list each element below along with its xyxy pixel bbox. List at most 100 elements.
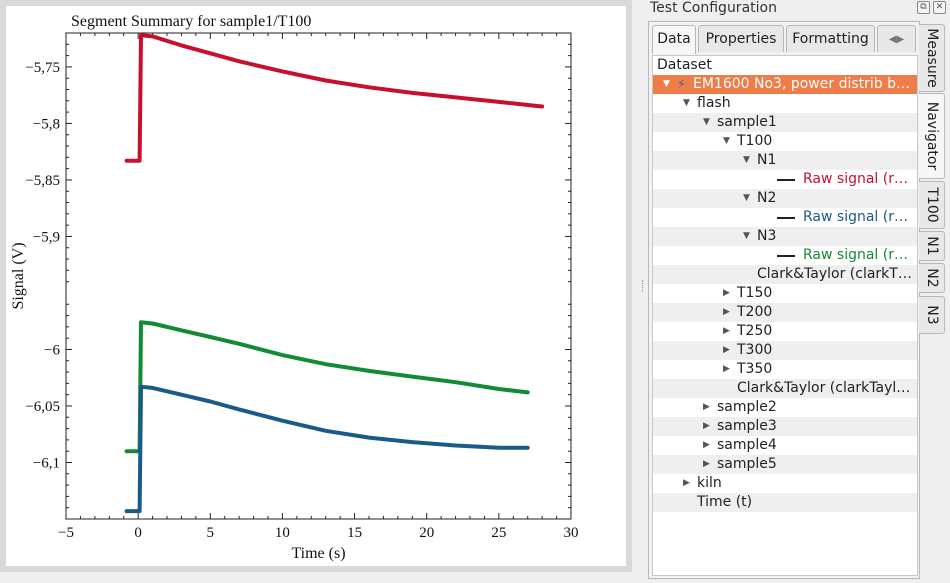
side-tab-label: N1 [923,236,940,256]
tab-scroll-right-icon[interactable]: ▶ [896,34,905,45]
side-tab-t100[interactable]: T100 [919,181,945,229]
tree-row[interactable]: Clark&Taylor (clarkTayl… [653,379,917,398]
tree-row[interactable]: Raw signal (r… [653,208,917,227]
expanded-arrow-icon[interactable]: ▼ [723,136,730,146]
collapsed-arrow-icon[interactable]: ▶ [723,345,730,355]
tree-row-label: flash [697,95,731,111]
tree-row[interactable]: ▼ sample1 [653,113,917,132]
tree-row-label: sample4 [717,437,777,453]
collapsed-arrow-icon[interactable]: ▶ [723,364,730,374]
tree-row-label: N2 [757,190,777,206]
tree-row-label: T250 [737,323,773,339]
y-tick-label: −6 [44,342,60,358]
tab-scroll-left-icon[interactable]: ◀ [888,34,897,45]
tree-row[interactable]: ▶ sample4 [653,436,917,455]
data-panel: Data Properties Formatting ◀▶ Dataset ▼ ⚡ E… [648,21,920,579]
x-axis-label: Time (s) [291,545,345,562]
collapsed-arrow-icon[interactable]: ▶ [703,440,710,450]
side-tab-measure[interactable]: Measure [919,24,945,92]
dataset-tree[interactable]: Dataset ▼ ⚡ EM1600 No3, power distrib b… ▼ fl… [652,55,918,576]
tree-row-label: sample5 [717,456,777,472]
expanded-arrow-icon[interactable]: ▼ [743,231,750,241]
tree-row-label: N1 [757,152,777,168]
side-tab-n2[interactable]: N2 [919,263,945,293]
tree-row-label: T350 [737,361,773,377]
tab-formatting[interactable]: Formatting [786,25,875,52]
tree-row[interactable]: Raw signal (r… [653,246,917,265]
y-tick-label: −6,05 [25,399,60,415]
tree-row[interactable]: ▶ kiln [653,474,917,493]
tree-row[interactable]: Time (t) [653,493,917,512]
expanded-arrow-icon[interactable]: ▼ [743,193,750,203]
tree-row[interactable]: ▶ T350 [653,360,917,379]
tree-row[interactable]: ▶ sample5 [653,455,917,474]
tree-row[interactable]: ▼ N2 [653,189,917,208]
tree-row[interactable]: ▶ sample3 [653,417,917,436]
tree-row-label: T300 [737,342,773,358]
tree-row[interactable]: ▶ T300 [653,341,917,360]
plot-frame: −5 0 5 10 15 20 25 30 −5,75 −5,8 −5,85 −5,9 −6 −6,05 −… [0,0,632,572]
side-tab-label: N3 [923,305,940,325]
tree-row-label: sample2 [717,399,777,415]
dock-title: Test Configuration [650,0,777,16]
tree-row-label: Raw signal (r… [803,209,908,225]
tree-row[interactable]: ▼ N1 [653,151,917,170]
tree-row[interactable]: ▼ flash [653,94,917,113]
tree-header: Dataset [653,56,917,75]
float-dock-button[interactable]: ⧉ [917,1,930,14]
tree-row[interactable]: ▶ T250 [653,322,917,341]
x-tick-label: 0 [134,525,142,541]
tree-row[interactable]: ▼ ⚡ EM1600 No3, power distrib b… [653,75,917,94]
tree-row-label: T150 [737,285,773,301]
splitter-handle-icon[interactable] [642,280,646,292]
tree-row-label: Dataset [657,57,712,73]
y-tick-label: −5,9 [33,229,60,245]
collapsed-arrow-icon[interactable]: ▶ [723,326,730,336]
tree-row-label: Raw signal (r… [803,171,908,187]
x-tick-label: 10 [275,525,290,541]
y-axis-label: Signal (V) [10,242,27,309]
tree-row-label: sample1 [717,114,777,130]
y-tick-label: −5,85 [25,173,60,189]
tree-row[interactable]: ▼ T100 [653,132,917,151]
tree-row[interactable]: ▶ T150 [653,284,917,303]
collapsed-arrow-icon[interactable]: ▶ [703,459,710,469]
series-line-3 [124,384,530,514]
tree-row[interactable]: ▶ T200 [653,303,917,322]
collapsed-arrow-icon[interactable]: ▶ [703,421,710,431]
close-dock-button[interactable]: ✕ [933,1,946,14]
tab-scroll-arrows[interactable]: ◀▶ [877,25,916,52]
tree-row[interactable]: Raw signal (r… [653,170,917,189]
expanded-arrow-icon[interactable]: ▼ [703,117,710,127]
tree-row-label: EM1600 No3, power distrib b… [693,76,910,92]
tree-row-label: Raw signal (r… [803,247,908,263]
side-tab-label: Navigator [923,101,940,171]
side-tab-label: Measure [923,28,940,88]
series-line-2 [124,320,530,454]
x-tick-label: 15 [347,525,362,541]
expanded-arrow-icon[interactable]: ▼ [663,79,670,89]
tree-row-label: Clark&Taylor (clarkTayl… [737,380,911,396]
expanded-arrow-icon[interactable]: ▼ [743,155,750,165]
collapsed-arrow-icon[interactable]: ▶ [683,478,690,488]
collapsed-arrow-icon[interactable]: ▶ [703,402,710,412]
tree-row[interactable]: ▼ N3 [653,227,917,246]
side-tab-n3[interactable]: N3 [919,296,945,334]
tree-row[interactable]: ▶ sample2 [653,398,917,417]
tree-row-label: kiln [697,475,722,491]
tree-row[interactable]: Clark&Taylor (clarkT… [653,265,917,284]
plot-canvas[interactable]: −5 0 5 10 15 20 25 30 −5,75 −5,8 −5,85 −5,9 −6 −6,05 −… [6,6,626,566]
y-tick-label: −5,8 [33,116,60,132]
y-tick-label: −6,1 [33,455,60,471]
collapsed-arrow-icon[interactable]: ▶ [723,288,730,298]
side-tab-n1[interactable]: N1 [919,231,945,261]
tree-row-label: T200 [737,304,773,320]
curve-line-icon [777,179,795,181]
tab-data[interactable]: Data [652,25,696,54]
side-tab-navigator[interactable]: Navigator [919,93,945,179]
collapsed-arrow-icon[interactable]: ▶ [723,307,730,317]
tab-properties[interactable]: Properties [698,25,784,52]
tree-row-label: Time (t) [697,494,753,510]
expanded-arrow-icon[interactable]: ▼ [683,98,690,108]
signal-chart[interactable]: −5 0 5 10 15 20 25 30 −5,75 −5,8 −5,85 −5,9 −6 −6,05 −… [6,6,626,566]
